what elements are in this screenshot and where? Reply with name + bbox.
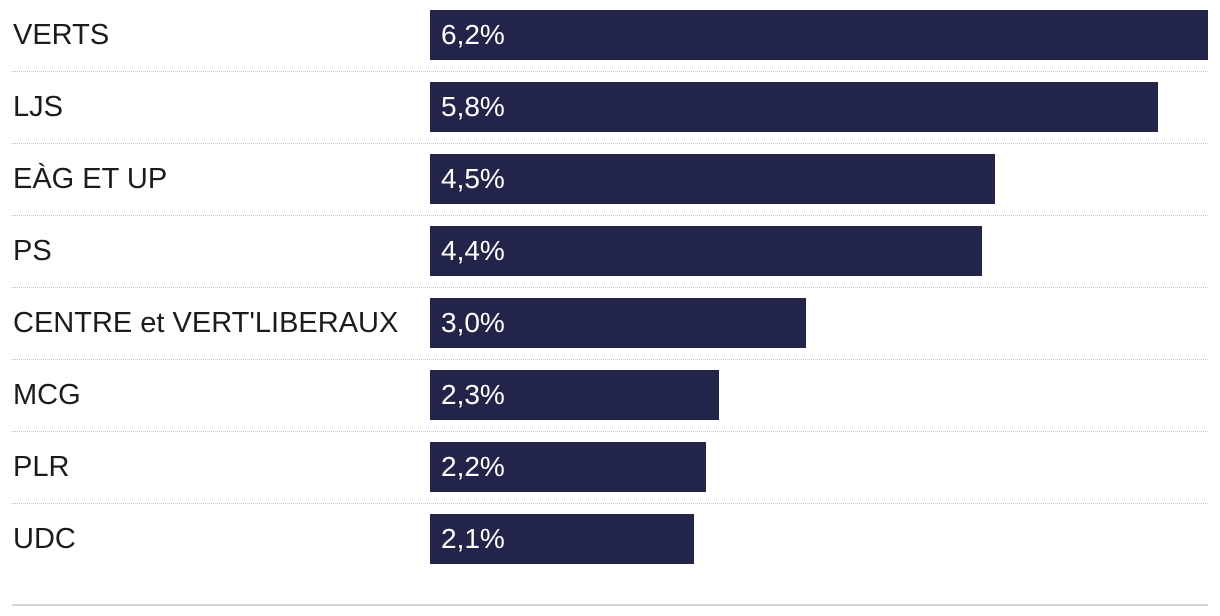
value-label: 4,4%	[441, 235, 505, 266]
bar: 4,5%	[430, 154, 995, 204]
value-label: 2,1%	[441, 523, 505, 554]
value-label: 2,2%	[441, 451, 505, 482]
category-label: PLR	[13, 451, 70, 483]
bar: 2,2%	[430, 442, 706, 492]
row-separator	[12, 143, 1208, 144]
value-label: 5,8%	[441, 91, 505, 122]
row-separator	[12, 71, 1208, 72]
value-label: 2,3%	[441, 379, 505, 410]
row-separator	[12, 287, 1208, 288]
bar: 6,2%	[430, 10, 1208, 60]
category-label: PS	[13, 235, 52, 267]
bottom-rule	[12, 604, 1208, 606]
category-label: CENTRE et VERT'LIBERAUX	[13, 307, 399, 339]
category-label: LJS	[13, 91, 63, 123]
bar: 4,4%	[430, 226, 982, 276]
bar: 2,1%	[430, 514, 694, 564]
value-label: 4,5%	[441, 163, 505, 194]
category-label: VERTS	[13, 19, 110, 51]
value-label: 3,0%	[441, 307, 505, 338]
bar: 2,3%	[430, 370, 719, 420]
category-label: EÀG ET UP	[13, 163, 168, 195]
bar: 5,8%	[430, 82, 1158, 132]
row-separator	[12, 431, 1208, 432]
value-label: 6,2%	[441, 19, 505, 50]
category-label: UDC	[13, 523, 76, 555]
row-separator	[12, 215, 1208, 216]
row-separator	[12, 359, 1208, 360]
category-label: MCG	[13, 379, 81, 411]
row-separator	[12, 503, 1208, 504]
bar: 3,0%	[430, 298, 806, 348]
